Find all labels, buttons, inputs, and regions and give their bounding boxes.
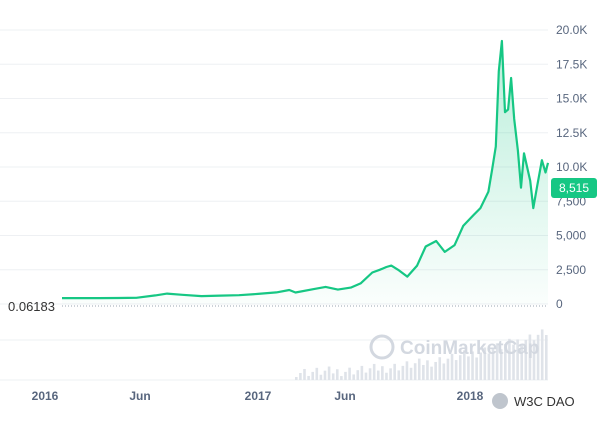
volume-bar — [508, 338, 511, 380]
x-tick-label: Jun — [334, 389, 355, 403]
volume-bar — [401, 365, 405, 380]
y-tick-label: 5,000 — [556, 229, 586, 243]
x-tick-label: Jun — [129, 389, 150, 403]
volume-bar — [512, 344, 515, 380]
x-tick-label: 2018 — [457, 389, 484, 403]
y-tick-label: 12.5K — [556, 126, 587, 140]
volume-bar — [471, 351, 474, 380]
watermark-text: CoinMarketCap — [400, 338, 539, 359]
volume-bar — [417, 358, 421, 380]
volume-bar — [430, 366, 433, 380]
volume-bar — [504, 344, 507, 380]
volume-bar — [335, 369, 339, 380]
min-reference-label: 0.06183 — [8, 299, 55, 314]
volume-bar — [311, 371, 314, 380]
volume-bar — [303, 368, 306, 380]
volume-bar — [532, 340, 536, 380]
volume-bar — [409, 367, 413, 380]
volume-bar — [331, 373, 335, 380]
volume-bar — [442, 363, 446, 380]
volume-bar — [299, 372, 302, 380]
volume-bar — [483, 347, 487, 380]
y-axis-ticks: 02,5005,0007,50010.0K12.5K15.0K17.5K20.0… — [556, 23, 587, 311]
wechat-icon — [492, 393, 508, 409]
volume-bar — [536, 334, 540, 380]
volume-bar — [340, 376, 343, 380]
volume-bar — [487, 353, 491, 380]
volume-bar — [528, 334, 532, 380]
volume-bar — [315, 367, 319, 380]
volume-bar — [307, 375, 310, 380]
volume-bar — [426, 360, 429, 380]
volume-bar — [405, 361, 409, 380]
volume-bar — [319, 374, 323, 380]
source-tag-text: W3C DAO — [514, 394, 575, 409]
volume-bar — [495, 343, 499, 380]
x-tick-label: 2016 — [32, 389, 59, 403]
volume-bar — [422, 364, 425, 380]
watermark: CoinMarketCap — [369, 334, 539, 360]
volume-bar — [450, 353, 454, 380]
volume-bar — [356, 370, 360, 380]
y-tick-label: 15.0K — [556, 92, 587, 106]
volume-bar — [516, 339, 519, 380]
current-price-badge: 8,515 — [551, 178, 597, 198]
volume-bar — [397, 370, 401, 380]
volume-bar — [524, 339, 528, 380]
volume-bar — [364, 372, 368, 380]
current-price-label: 8,515 — [559, 181, 589, 195]
volume-bar — [376, 370, 380, 380]
current-price-badge-bg — [551, 178, 597, 198]
y-tick-label: 10.0K — [556, 160, 587, 174]
x-tick-label: 2017 — [245, 389, 272, 403]
volume-bar — [323, 370, 327, 380]
volume-bar — [413, 363, 417, 380]
volume-bar — [479, 352, 483, 380]
volume-bar — [458, 355, 462, 380]
price-line — [62, 39, 550, 300]
grid-lines — [0, 29, 548, 381]
volume-bars — [295, 329, 548, 380]
volume-bar — [348, 367, 351, 380]
y-tick-label: 2,500 — [556, 263, 586, 277]
y-tick-label: 0 — [556, 297, 563, 311]
volume-bar — [295, 377, 298, 380]
volume-bar — [454, 360, 458, 380]
volume-bar — [438, 357, 442, 380]
volume-bar — [463, 350, 466, 380]
x-axis-ticks: 2016 Jun 2017 Jun 2018 — [32, 389, 484, 403]
volume-bar — [434, 361, 437, 380]
volume-bar — [372, 363, 376, 380]
volume-bar — [344, 371, 347, 380]
volume-bar — [446, 358, 450, 380]
volume-bar — [499, 349, 503, 380]
volume-bar — [327, 366, 331, 380]
volume-bar — [467, 356, 470, 380]
source-tag: W3C DAO — [492, 393, 575, 409]
volume-bar — [393, 363, 396, 380]
volume-bar — [475, 357, 478, 380]
price-area — [62, 41, 548, 304]
volume-bar — [368, 368, 372, 380]
y-tick-label: 17.5K — [556, 57, 587, 71]
coinmarketcap-logo-icon — [369, 334, 395, 360]
volume-bar — [385, 372, 388, 380]
volume-bar — [491, 348, 495, 380]
volume-bar — [352, 374, 355, 380]
volume-bar — [540, 329, 544, 380]
volume-bar — [360, 365, 364, 380]
volume-bar — [545, 335, 548, 380]
volume-bar — [389, 368, 392, 380]
volume-bar — [520, 345, 524, 380]
volume-bar — [381, 366, 384, 380]
y-tick-label: 20.0K — [556, 23, 587, 37]
